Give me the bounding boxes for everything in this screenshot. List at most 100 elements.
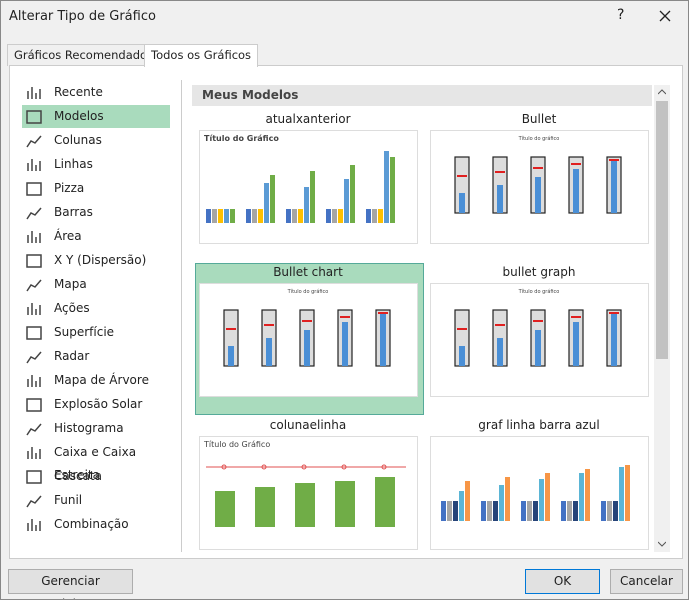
icon [27,87,41,99]
thumb-bar [493,501,498,521]
chart-type-label: Modelos [54,109,104,123]
chart-type-item[interactable]: Combinação [22,513,170,536]
thumbnail-title: Título do gráfico [518,135,560,142]
icon [27,231,41,243]
icon [26,135,42,148]
chart-type-item[interactable]: Cascata [22,465,170,488]
cancel-button[interactable]: Cancelar [610,569,683,594]
thumb-bar [459,193,465,213]
thumb-bar [335,481,355,527]
chart-type-item[interactable]: Mapa de Árvore [22,369,170,392]
chart-type-item[interactable]: Funil [22,489,170,512]
help-button[interactable]: ? [617,7,625,23]
thumb-bar [390,157,395,223]
template-thumbnail[interactable]: Título do gráfico [430,130,649,244]
chart-type-item[interactable]: Caixa e Caixa Estreita [22,441,170,482]
scrollbar[interactable] [654,85,670,552]
template-thumbnail[interactable]: Título do gráfico [430,283,649,397]
section-header [192,85,652,106]
icon-shape [27,87,41,99]
thumb-bar [344,179,349,223]
chart-type-item[interactable]: Área [22,225,170,248]
thumb-bar [459,491,464,521]
thumb-bar [447,501,452,521]
thumb-bar [441,501,446,521]
chart-type-item[interactable]: Ações [22,297,170,320]
chart-type-item[interactable]: X Y (Dispersão) [22,249,170,272]
thumb-bar [310,171,315,223]
thumb-target [264,324,274,326]
chart-type-label: Explosão Solar [54,397,143,411]
chart-type-item[interactable]: Linhas [22,153,170,176]
icon-shape [26,279,42,292]
chart-type-item[interactable]: Explosão Solar [22,393,170,416]
thumb-bar [298,209,303,223]
chart-type-item[interactable]: Histograma [22,417,170,440]
thumb-bar [230,209,235,223]
template-name: Bullet chart [273,265,343,279]
thumb-bar [326,209,331,223]
thumb-bar [375,477,395,527]
chart-type-item[interactable]: Recente [22,81,170,104]
scroll-thumb[interactable] [656,101,668,359]
thumb-bar [521,501,526,521]
thumb-bar [499,485,504,521]
template-grid: atualxanterior Título do Gráfico Bullet Tít… [192,106,652,552]
chart-type-item[interactable]: Barras [22,201,170,224]
template-thumbnail[interactable]: Título do gráfico [199,283,418,397]
thumb-bar [573,169,579,213]
thumb-bar [535,177,541,213]
thumb-target [609,159,619,161]
template-thumbnail[interactable] [430,436,649,550]
template-name: graf linha barra azul [478,418,600,432]
thumb-target [226,328,236,330]
icon-shape [26,135,42,148]
dialog-title: Alterar Tipo de Gráfico [9,9,156,24]
template-name: bullet graph [502,265,576,279]
thumbnail-title: Título do Gráfico [204,134,279,143]
icon [27,303,41,315]
icon-shape [26,398,42,412]
chart-type-item[interactable]: Superfície [22,321,170,344]
chart-type-item[interactable]: Radar [22,345,170,368]
thumbnail-chart [441,465,630,521]
thumb-bar [350,165,355,223]
chart-type-item[interactable]: Mapa [22,273,170,296]
thumb-bar [613,501,618,521]
thumbnail-title: Título do gráfico [287,288,329,295]
thumb-bar [212,209,217,223]
thumb-bar [465,481,470,521]
thumbnail-title: Título do Gráfico [203,440,270,449]
close-button[interactable] [659,10,671,22]
chart-type-label: X Y (Dispersão) [54,253,147,267]
thumb-bar [342,322,348,366]
manage-button[interactable]: Gerenciar Modelos... [8,569,133,599]
tab-selected[interactable]: Todos os Gráficos [144,44,259,67]
thumb-bar [286,209,291,223]
thumb-bar [380,314,386,366]
icon-shape [27,303,41,315]
icon-shape [26,326,42,340]
icon-shape [26,423,42,436]
thumb-bar [228,346,234,366]
thumbnail-chart: Título do gráfico [454,135,622,214]
icon-shape [26,495,42,508]
template-thumbnail[interactable]: Título do Gráfico [199,436,418,550]
ok-button[interactable]: OK [525,569,600,594]
chart-type-label: Ações [54,301,90,315]
thumb-target [302,320,312,322]
chart-type-item[interactable]: Pizza [22,177,170,200]
thumb-bar [625,465,630,521]
thumb-bar [611,161,617,213]
thumb-bar [270,175,275,223]
tab[interactable]: Gráficos Recomendados [7,44,161,66]
icon [27,519,41,531]
icon-shape [26,254,42,268]
thumb-bar [215,491,235,527]
icon [26,470,42,484]
chart-type-item[interactable]: Colunas [22,129,170,152]
chart-type-item[interactable]: Modelos [22,105,170,128]
thumbnail-chart: Título do gráfico [454,288,622,367]
icon [26,495,42,508]
template-thumbnail[interactable]: Título do Gráfico [199,130,418,244]
